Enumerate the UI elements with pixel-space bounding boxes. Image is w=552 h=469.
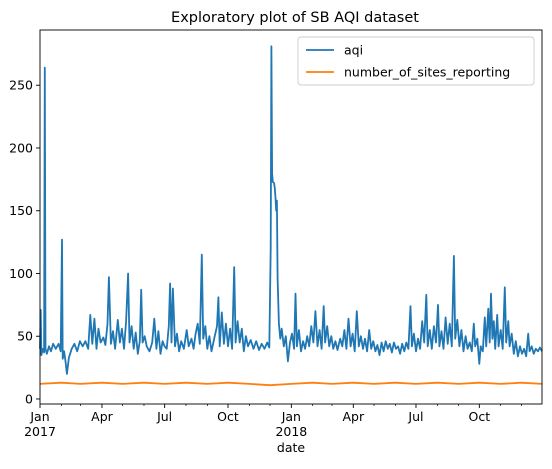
y-axis: 0 50 100 150 200 250	[9, 78, 40, 406]
series-line-1	[39, 381, 543, 387]
y-tick-label: 250	[9, 78, 33, 93]
legend-box	[297, 36, 535, 86]
x-tick-label: Apr	[343, 409, 365, 424]
series-line-0	[39, 45, 543, 375]
x-tick-label: Oct	[469, 409, 491, 424]
y-tick-label: 200	[9, 140, 33, 155]
y-tick-label: 50	[17, 329, 33, 344]
x-tick-year-label: 2017	[24, 424, 56, 439]
x-tick-year-label: 2018	[275, 424, 307, 439]
y-tick-label: 0	[25, 391, 33, 406]
x-tick-label: Apr	[91, 409, 113, 424]
x-tick-label: Jan	[29, 409, 49, 424]
x-tick-label: Jan	[281, 409, 301, 424]
y-tick-label: 150	[9, 203, 33, 218]
chart-title: Exploratory plot of SB AQI dataset	[171, 10, 419, 26]
legend: aqi number_of_sites_reporting	[297, 36, 535, 86]
legend-label-0: aqi	[344, 43, 363, 58]
x-axis-label: date	[277, 440, 305, 455]
y-tick-label: 100	[9, 266, 33, 281]
x-tick-label: Jul	[407, 409, 423, 424]
legend-label-1: number_of_sites_reporting	[344, 65, 510, 80]
x-tick-label: Oct	[217, 409, 239, 424]
x-tick-label: Jul	[156, 409, 172, 424]
plot-series	[39, 45, 543, 387]
